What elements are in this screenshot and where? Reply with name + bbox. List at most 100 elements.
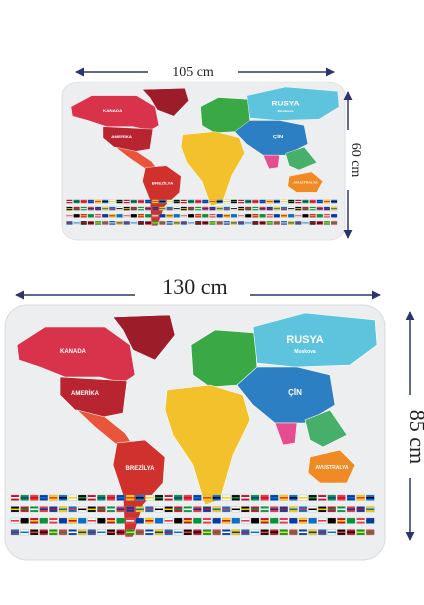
flag-band <box>241 508 250 511</box>
flag-band <box>295 201 302 203</box>
flag-band <box>73 208 80 210</box>
flag-band <box>279 520 288 522</box>
flag-band <box>347 508 355 511</box>
flag-band <box>126 531 135 534</box>
flag-band <box>309 222 316 224</box>
flag-band <box>78 531 87 534</box>
flag-band <box>203 497 211 499</box>
map-label: BREZİLYA <box>126 465 156 472</box>
flag-band <box>270 531 279 534</box>
flag-band <box>281 215 287 217</box>
map-label: AVUSTRALYA <box>316 465 349 471</box>
flag-band <box>209 201 216 203</box>
flag-band <box>152 222 159 224</box>
flag-band <box>155 531 163 534</box>
flag-band <box>155 508 163 511</box>
flag-band <box>288 215 295 217</box>
flag-band <box>195 215 202 217</box>
flag-band <box>49 508 58 511</box>
flag-band <box>318 508 327 511</box>
map-label: BREZİLYA <box>152 181 174 186</box>
flag-band <box>183 508 192 511</box>
flag-band <box>252 222 259 224</box>
continent <box>307 449 356 484</box>
flag-band <box>260 497 269 499</box>
flag-band <box>299 531 307 534</box>
flag-band <box>281 201 287 203</box>
flag-band <box>180 208 187 210</box>
flag-band <box>130 215 137 217</box>
flag-band <box>80 201 87 203</box>
flag-band <box>123 201 130 203</box>
flag-band <box>195 222 202 224</box>
flag-band <box>130 222 137 224</box>
flag-band <box>281 208 287 210</box>
flag-band <box>195 208 202 210</box>
flag-band <box>230 208 237 210</box>
flag-band <box>49 497 58 499</box>
flag-band <box>323 222 330 224</box>
flag-band <box>216 215 223 217</box>
flag-band <box>80 215 87 217</box>
flag-band <box>20 520 29 522</box>
flag-band <box>95 215 102 217</box>
flag-band <box>202 222 209 224</box>
flag-band <box>193 520 202 522</box>
flag-band <box>137 215 144 217</box>
flag-band <box>68 520 77 522</box>
flag-band <box>68 508 77 511</box>
flag-band <box>39 520 48 522</box>
flag-band <box>288 201 295 203</box>
flag-band <box>316 222 323 224</box>
flag-band <box>145 201 152 203</box>
flag-band <box>180 222 187 224</box>
flag-band <box>59 497 67 499</box>
flag-band <box>145 222 152 224</box>
flag-band <box>193 531 202 534</box>
flag-band <box>289 508 298 511</box>
continent <box>262 154 280 170</box>
flag-band <box>193 497 202 499</box>
flag-band <box>68 497 77 499</box>
flag-band <box>87 497 96 499</box>
flag-band <box>366 531 375 534</box>
flag-band <box>260 520 269 522</box>
flag-band <box>203 520 211 522</box>
flag-band <box>302 222 309 224</box>
continent <box>252 312 378 368</box>
flag-band <box>49 520 58 522</box>
flag-band <box>66 201 73 203</box>
flag-band <box>107 508 115 511</box>
flag-band <box>11 508 19 511</box>
flag-band <box>331 208 338 210</box>
flag-band <box>337 531 346 534</box>
flag-band <box>87 222 94 224</box>
flag-band <box>87 531 96 534</box>
continent <box>234 120 309 156</box>
flag-band <box>289 531 298 534</box>
flag-band <box>309 201 316 203</box>
flag-band <box>11 497 19 499</box>
flag-band <box>222 508 231 511</box>
flag-band <box>116 201 123 203</box>
flag-band <box>279 497 288 499</box>
flag-band <box>95 208 102 210</box>
flag-band <box>316 208 323 210</box>
flag-band <box>266 215 273 217</box>
flag-band <box>273 215 280 217</box>
flag-band <box>152 215 159 217</box>
flag-band <box>80 222 87 224</box>
flag-band <box>188 208 195 210</box>
flag-band <box>195 201 202 203</box>
flag-band <box>126 520 135 522</box>
flag-band <box>183 497 192 499</box>
flag-band <box>318 520 327 522</box>
flag-band <box>174 497 183 499</box>
flag-band <box>222 531 231 534</box>
flag-band <box>174 520 183 522</box>
flag-band <box>126 508 135 511</box>
flag-band <box>279 508 288 511</box>
flag-band <box>231 531 240 534</box>
map-label: Moskova <box>294 349 316 355</box>
